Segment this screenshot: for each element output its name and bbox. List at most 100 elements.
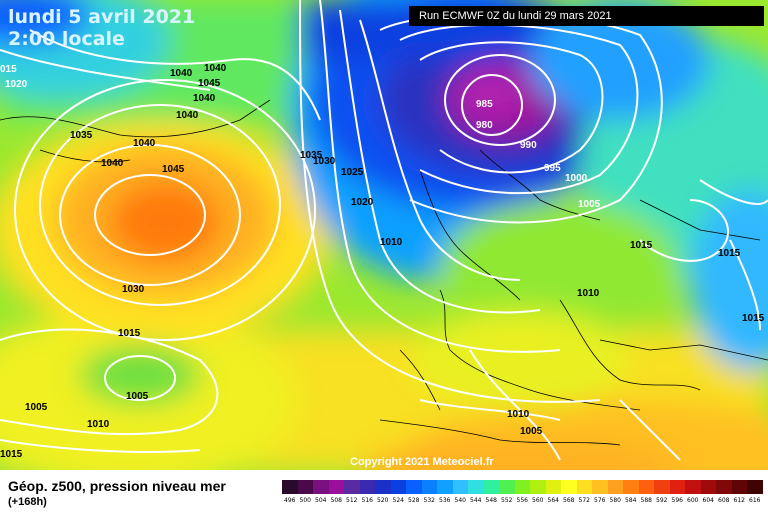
color-scale-swatch	[437, 480, 453, 494]
isobar-label: 1025	[341, 167, 364, 178]
isobar-label: 1040	[204, 63, 227, 74]
color-scale-swatch	[731, 480, 747, 494]
color-scale-swatch	[452, 480, 468, 494]
color-scale-tick: 512	[346, 497, 358, 504]
isobar-label: 1005	[578, 199, 601, 210]
color-scale-swatch	[669, 480, 685, 494]
isobar-label: 1035	[70, 130, 93, 141]
isobar-label: 980	[476, 120, 493, 131]
isobar-label: 1010	[507, 409, 530, 420]
geopotential-shading	[0, 0, 768, 470]
color-scale-swatch	[375, 480, 391, 494]
color-scale-swatch	[344, 480, 360, 494]
color-scale-swatch	[297, 480, 313, 494]
color-scale-tick: 536	[439, 497, 451, 504]
color-scale-swatch	[700, 480, 716, 494]
color-scale-tick: 508	[330, 497, 342, 504]
isobar-label: 1030	[122, 284, 145, 295]
color-scale-tick: 496	[284, 497, 296, 504]
isobar-label: 1035	[300, 150, 323, 161]
color-scale-swatch	[623, 480, 639, 494]
color-scale-swatch	[483, 480, 499, 494]
color-scale-swatch	[592, 480, 608, 494]
color-scale-tick: 616	[749, 497, 761, 504]
color-scale-swatch	[390, 480, 406, 494]
isobar-label: 1000	[565, 173, 588, 184]
isobar-label: 1045	[162, 164, 185, 175]
map-caption: Géop. z500, pression niveau mer (+168h)	[8, 478, 226, 510]
isobar-label: 1010	[577, 288, 600, 299]
color-scale-tick: 568	[563, 497, 575, 504]
color-scale-tick: 576	[594, 497, 606, 504]
color-scale-swatch	[607, 480, 623, 494]
color-scale-tick: 528	[408, 497, 420, 504]
color-scale-swatch	[421, 480, 437, 494]
color-scale-swatch	[406, 480, 422, 494]
color-scale-tick: 544	[470, 497, 482, 504]
color-scale-tick: 600	[687, 497, 699, 504]
color-scale-tick: 556	[516, 497, 528, 504]
isobar-label: 1015	[742, 313, 765, 324]
isobar-label: 1010	[87, 419, 110, 430]
coastlines	[0, 99, 768, 446]
copyright-notice: Copyright 2021 Meteociel.fr	[350, 456, 494, 468]
model-run-info: Run ECMWF 0Z du lundi 29 mars 2021	[409, 6, 764, 26]
isobar-label: 1015	[0, 449, 23, 460]
color-scale-tick: 560	[532, 497, 544, 504]
color-scale-tick: 592	[656, 497, 668, 504]
forecast-date-title: lundi 5 avril 2021 2:00 locale	[8, 6, 195, 50]
color-scale-swatch	[328, 480, 344, 494]
color-scale-swatch	[576, 480, 592, 494]
isobar-label: 1045	[198, 78, 221, 89]
color-scale-tick: 564	[547, 497, 559, 504]
color-scale-swatch	[747, 480, 763, 494]
isobar-label: 1015	[718, 248, 741, 259]
forecast-date: lundi 5 avril 2021	[8, 6, 196, 28]
color-scale-swatch	[514, 480, 530, 494]
color-scale-tick: 612	[733, 497, 745, 504]
color-scale-swatch	[545, 480, 561, 494]
isobar-label: 1020	[5, 79, 28, 90]
color-scale-tick: 572	[578, 497, 590, 504]
color-scale-tick: 504	[315, 497, 327, 504]
color-scale-tick: 520	[377, 497, 389, 504]
color-scale-tick: 532	[423, 497, 435, 504]
color-scale-swatch	[530, 480, 546, 494]
isobar-label: 1005	[520, 426, 543, 437]
color-scale-tick: 500	[299, 497, 311, 504]
isobar-label: 1005	[25, 402, 48, 413]
color-scale-tick: 548	[485, 497, 497, 504]
color-scale	[282, 480, 763, 494]
color-scale-swatch	[561, 480, 577, 494]
legend-panel: Géop. z500, pression niveau mer (+168h) …	[0, 470, 768, 512]
isobar-label: 1030	[313, 156, 336, 167]
color-scale-tick: 524	[392, 497, 404, 504]
caption-main: Géop. z500, pression niveau mer	[8, 478, 226, 494]
color-scale-tick: 604	[702, 497, 714, 504]
caption-forecast-hour: (+168h)	[8, 496, 47, 508]
isobar-label: 1040	[176, 110, 199, 121]
forecast-local-time: 2:00 locale	[8, 28, 125, 50]
color-scale-swatch	[654, 480, 670, 494]
isobar-label: 1010	[380, 237, 403, 248]
color-scale-swatch	[685, 480, 701, 494]
isobar-label: 990	[520, 140, 537, 151]
map-canvas: 1040 1040 1045 1040 1040 1020 015 1035 1…	[0, 0, 768, 470]
color-scale-swatch	[499, 480, 515, 494]
isobar-label: 1040	[170, 68, 193, 79]
isobar-labels: 1040 1040 1045 1040 1040 1020 015 1035 1…	[0, 63, 765, 460]
color-scale-tick: 608	[718, 497, 730, 504]
isobar-label: 1040	[101, 158, 124, 169]
color-scale-tick: 552	[501, 497, 513, 504]
color-scale-swatch	[313, 480, 329, 494]
isobar-label: 1015	[118, 328, 141, 339]
weather-map: 1040 1040 1045 1040 1040 1020 015 1035 1…	[0, 0, 768, 470]
color-scale-tick: 596	[671, 497, 683, 504]
color-scale-swatch	[359, 480, 375, 494]
isobar-label: 985	[476, 99, 493, 110]
color-scale-swatch	[282, 480, 298, 494]
isobar-label: 1020	[351, 197, 374, 208]
color-scale-swatch	[468, 480, 484, 494]
isobar-label: 995	[544, 163, 561, 174]
